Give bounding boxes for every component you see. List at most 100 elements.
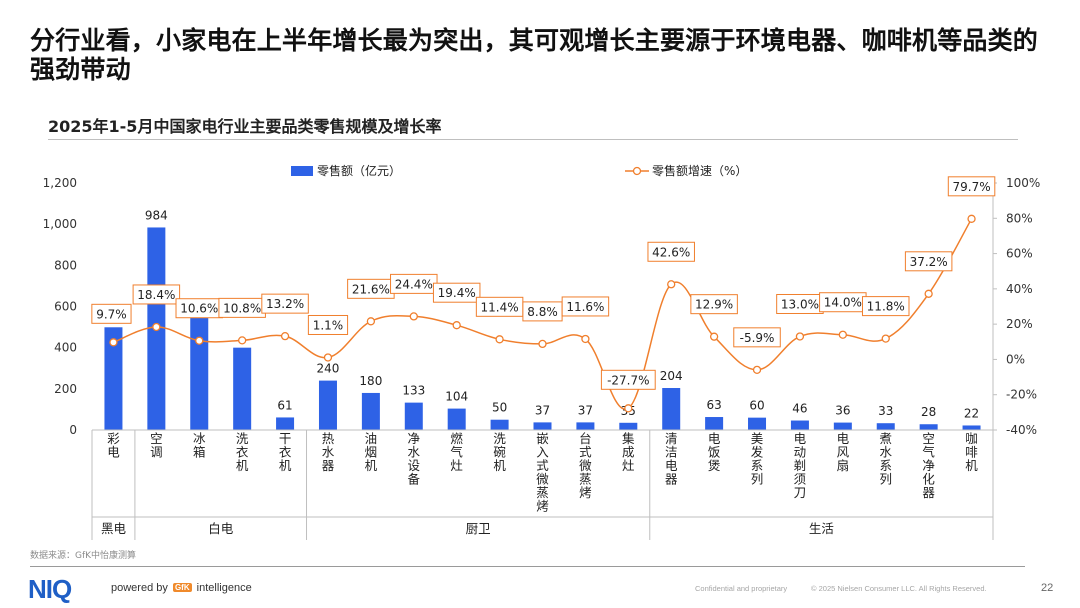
left-axis-tick-label: 800 <box>54 258 77 272</box>
niq-logo: NIQ <box>28 574 72 604</box>
growth-point <box>838 330 847 339</box>
right-axis-tick-label: 20% <box>1006 317 1033 331</box>
growth-label: 21.6% <box>352 282 390 296</box>
growth-line <box>113 218 973 410</box>
bar-空气净化器 <box>919 424 938 430</box>
growth-point <box>495 335 504 344</box>
category-label: 集成灶 <box>622 431 635 473</box>
left-axis-tick-label: 0 <box>69 423 77 437</box>
bar-value-label: 50 <box>492 401 507 415</box>
bar-美发系列 <box>748 417 767 430</box>
growth-label-box <box>733 327 781 348</box>
category-label: 电动剃须刀 <box>794 431 807 500</box>
category-label: 冰箱 <box>193 431 206 460</box>
growth-point <box>581 334 590 344</box>
growth-label: 9.7% <box>96 307 127 321</box>
chart-title: 2025年1-5月中国家电行业主要品类零售规模及增长率 <box>48 117 442 136</box>
gfk-logo: GfK <box>172 583 192 592</box>
bar-嵌入式微蒸烤 <box>533 422 552 430</box>
growth-point <box>195 336 204 345</box>
growth-label-box <box>947 176 996 197</box>
right-axis-tick-label: -40% <box>1006 423 1037 437</box>
bar-油烟机 <box>361 392 380 430</box>
bar-煮水系列 <box>876 423 895 430</box>
growth-point <box>624 404 633 413</box>
growth-label: 24.4% <box>395 277 433 291</box>
category-label: 清洁电器 <box>665 431 678 487</box>
legend-line-label: 零售额增速（%） <box>652 163 747 178</box>
growth-label: 8.8% <box>527 305 558 319</box>
category-label: 电风扇 <box>837 431 850 473</box>
category-label: 洗衣机 <box>236 431 249 473</box>
bar-洗碗机 <box>490 419 509 430</box>
growth-point <box>924 289 933 298</box>
category-label: 净水设备 <box>408 431 421 487</box>
growth-point <box>881 334 890 343</box>
bar-集成灶 <box>619 422 638 430</box>
growth-label: 18.4% <box>137 288 175 302</box>
category-label: 美发系列 <box>751 431 764 487</box>
category-label: 空调 <box>150 431 163 460</box>
category-label: 空气净化器 <box>922 431 935 500</box>
bar-value-label: 37 <box>578 403 593 417</box>
growth-label-box <box>307 314 349 335</box>
growth-point <box>967 214 976 223</box>
category-label: 咖啡机 <box>965 431 978 473</box>
category-label: 油烟机 <box>365 431 378 473</box>
growth-label-box <box>561 296 610 317</box>
growth-point <box>152 322 161 332</box>
group-label: 黑电 <box>101 521 127 536</box>
growth-label: 14.0% <box>824 296 862 310</box>
growth-label-box <box>904 251 953 272</box>
growth-label: 37.2% <box>910 255 948 269</box>
left-axis-tick-label: 200 <box>54 382 77 396</box>
right-axis-tick-label: -20% <box>1006 388 1037 402</box>
growth-label-box <box>261 293 309 314</box>
growth-label: 12.9% <box>695 298 733 312</box>
growth-label: 10.6% <box>180 302 218 316</box>
bar-value-label: 204 <box>660 369 683 383</box>
growth-point <box>238 336 247 345</box>
growth-label: 19.4% <box>438 286 476 300</box>
bar-value-label: 133 <box>402 384 425 398</box>
growth-point <box>280 331 290 341</box>
growth-label-box <box>91 303 132 324</box>
left-axis-tick-label: 1,000 <box>43 217 77 231</box>
growth-label: 11.4% <box>481 300 519 314</box>
bar-value-label: 63 <box>706 398 721 412</box>
left-axis-tick-label: 400 <box>54 341 77 355</box>
bar-电动剃须刀 <box>790 420 809 430</box>
category-label: 电饭煲 <box>708 431 721 473</box>
retail-chart: 0 200 400 600 800 1,000 1,200 -40% -20% 0% 20% 40% 6… <box>43 163 1040 540</box>
bar-清洁电器 <box>662 388 681 430</box>
powered-by: powered by GfK intelligence <box>111 582 252 594</box>
category-label: 煮水系列 <box>879 431 892 487</box>
right-axis-tick-label: 60% <box>1006 247 1033 261</box>
data-source: 数据来源：GfK中怡康测算 <box>30 551 137 561</box>
bar-value-label: 984 <box>145 208 168 222</box>
left-axis-tick-label: 600 <box>54 300 77 314</box>
group-label: 白电 <box>208 521 234 536</box>
bar-value-label: 22 <box>964 406 979 420</box>
bar-value-label: 28 <box>921 405 936 419</box>
growth-label-box <box>600 369 656 390</box>
growth-point <box>667 280 676 289</box>
category-label: 燃气灶 <box>450 431 463 473</box>
powered-by-text: powered by <box>111 582 168 594</box>
bar-洗衣机 <box>233 347 252 430</box>
right-axis-tick-label: 100% <box>1006 176 1040 190</box>
growth-point <box>109 338 118 347</box>
category-label: 台式微蒸烤 <box>579 431 592 500</box>
right-axis-tick-label: 0% <box>1006 352 1025 366</box>
growth-label: 1.1% <box>313 318 344 332</box>
growth-point <box>409 312 418 321</box>
confidential-note: Confidential and proprietary <box>695 584 788 593</box>
growth-label: 79.7% <box>952 180 990 194</box>
growth-label: 11.8% <box>867 300 905 314</box>
right-axis-tick-label: 80% <box>1006 211 1033 225</box>
bar-value-label: 33 <box>878 404 893 418</box>
group-label: 厨卫 <box>466 521 491 536</box>
growth-label: 13.0% <box>781 297 819 311</box>
growth-label: -5.9% <box>740 331 775 345</box>
growth-point <box>538 339 547 349</box>
